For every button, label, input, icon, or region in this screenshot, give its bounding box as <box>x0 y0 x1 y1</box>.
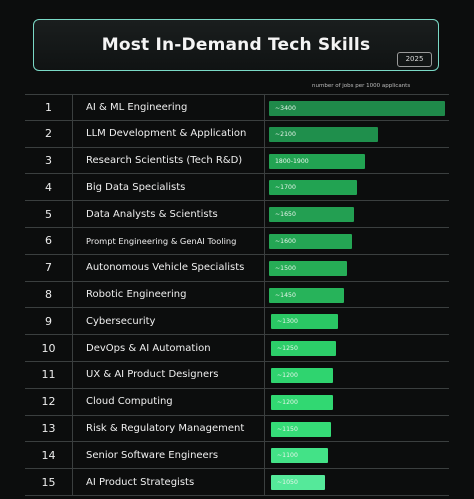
rank-label: 10 <box>25 335 73 361</box>
rank-label: 12 <box>25 388 73 415</box>
bar: ~1600 <box>269 234 352 249</box>
bar-value-label: ~3400 <box>275 105 296 112</box>
category-label: Cybersecurity <box>73 308 265 335</box>
bar-cell: ~1700 <box>265 174 449 200</box>
category-label: Senior Software Engineers <box>73 442 265 469</box>
category-label: Autonomous Vehicle Specialists <box>73 254 265 281</box>
bar-cell: 1800-1900 <box>265 148 449 174</box>
rank-label: 6 <box>25 228 73 254</box>
page-title: Most In-Demand Tech Skills <box>101 35 371 55</box>
bar-cell: ~1200 <box>265 389 449 415</box>
bar-value-label: ~1200 <box>277 372 298 379</box>
rank-label: 4 <box>25 174 73 201</box>
bar-value-label: ~1450 <box>275 291 296 299</box>
bar-value-label: 1800-1900 <box>275 157 309 165</box>
category-label: Cloud Computing <box>73 388 265 415</box>
bar-cell: ~1650 <box>265 201 449 227</box>
category-label: UX & AI Product Designers <box>73 362 265 388</box>
table-row: 12 Cloud Computing ~1200 <box>25 388 449 416</box>
table-row: 7 Autonomous Vehicle Specialists ~1500 <box>25 254 449 282</box>
bar: ~1650 <box>269 207 354 223</box>
rank-label: 8 <box>25 281 73 308</box>
bar-cell: ~1500 <box>265 255 449 281</box>
bar-value-label: ~1650 <box>275 211 296 219</box>
table-row: 3 Research Scientists (Tech R&D) 1800-1900 <box>25 147 449 175</box>
value-axis-caption: number of jobs per 1000 applicants <box>312 83 411 89</box>
bar-value-label: ~2100 <box>275 130 296 138</box>
category-label: Robotic Engineering <box>73 281 265 308</box>
bar-value-label: ~1600 <box>275 238 296 245</box>
bar-cell: ~3400 <box>265 95 449 120</box>
bar: ~1300 <box>271 314 338 330</box>
bar: ~2100 <box>269 126 378 142</box>
bar-cell: ~1300 <box>265 308 449 334</box>
rank-label: 9 <box>25 308 73 335</box>
category-label: Research Scientists (Tech R&D) <box>73 147 265 174</box>
bar: 1800-1900 <box>269 153 365 169</box>
bar-value-label: ~1700 <box>275 184 296 192</box>
bar-cell: ~1600 <box>265 228 449 254</box>
table-row: 6 Prompt Engineering & GenAI Tooling ~1600 <box>25 228 449 255</box>
table-row: 10 DevOps & AI Automation ~1250 <box>25 335 449 362</box>
rank-label: 7 <box>25 254 73 281</box>
category-label: Data Analysts & Scientists <box>73 201 265 227</box>
category-label: AI Product Strategists <box>73 469 265 495</box>
bar-value-label: ~1250 <box>277 345 298 353</box>
bar-cell: ~2100 <box>265 121 449 147</box>
bar-cell: ~1100 <box>265 442 449 468</box>
rank-label: 1 <box>25 95 73 120</box>
bar-value-label: ~1300 <box>277 318 298 326</box>
table-row: 13 Risk & Regulatory Management ~1150 <box>25 415 449 443</box>
bar: ~1100 <box>271 448 328 464</box>
bar-value-label: ~1500 <box>275 264 296 272</box>
category-label: DevOps & AI Automation <box>73 335 265 361</box>
table-row: 4 Big Data Specialists ~1700 <box>25 174 449 202</box>
title-box: Most In-Demand Tech Skills 2025 <box>33 19 439 71</box>
bar-value-label: ~1050 <box>277 479 298 487</box>
bar: ~1200 <box>271 368 333 383</box>
bar: ~1050 <box>271 475 325 491</box>
rank-label: 11 <box>25 362 73 388</box>
category-label: Risk & Regulatory Management <box>73 415 265 442</box>
bar-cell: ~1050 <box>265 469 449 495</box>
category-label: LLM Development & Application <box>73 120 265 147</box>
rank-label: 3 <box>25 147 73 174</box>
table-row: 14 Senior Software Engineers ~1100 <box>25 442 449 470</box>
bar: ~1250 <box>271 341 336 357</box>
rank-label: 14 <box>25 442 73 469</box>
bar: ~1450 <box>269 287 344 303</box>
table-row: 9 Cybersecurity ~1300 <box>25 308 449 336</box>
category-label: AI & ML Engineering <box>73 95 265 120</box>
bar: ~1700 <box>269 180 357 196</box>
rank-label: 2 <box>25 120 73 147</box>
bar-cell: ~1250 <box>265 335 449 361</box>
rank-label: 15 <box>25 469 73 495</box>
bar-value-label: ~1100 <box>277 452 298 460</box>
bar-value-label: ~1150 <box>277 425 298 433</box>
rank-label: 5 <box>25 201 73 227</box>
year-badge: 2025 <box>397 52 432 67</box>
bar: ~1200 <box>271 394 333 410</box>
table-row: 5 Data Analysts & Scientists ~1650 <box>25 201 449 228</box>
rank-label: 13 <box>25 415 73 442</box>
table-row: 2 LLM Development & Application ~2100 <box>25 120 449 148</box>
bar: ~3400 <box>269 101 445 116</box>
bar-value-label: ~1200 <box>277 398 298 406</box>
bar-cell: ~1150 <box>265 416 449 442</box>
category-label: Prompt Engineering & GenAI Tooling <box>73 228 265 254</box>
bar: ~1150 <box>271 421 331 437</box>
category-label: Big Data Specialists <box>73 174 265 201</box>
table-row: 11 UX & AI Product Designers ~1200 <box>25 362 449 389</box>
bar: ~1500 <box>269 260 347 276</box>
table-row: 8 Robotic Engineering ~1450 <box>25 281 449 309</box>
table-row: 1 AI & ML Engineering ~3400 <box>25 94 449 121</box>
bar-cell: ~1200 <box>265 362 449 388</box>
skills-chart-table: 1 AI & ML Engineering ~3400 2 LLM Developmen… <box>25 94 449 496</box>
table-row: 15 AI Product Strategists ~1050 <box>25 469 449 496</box>
bar-cell: ~1450 <box>265 282 449 308</box>
